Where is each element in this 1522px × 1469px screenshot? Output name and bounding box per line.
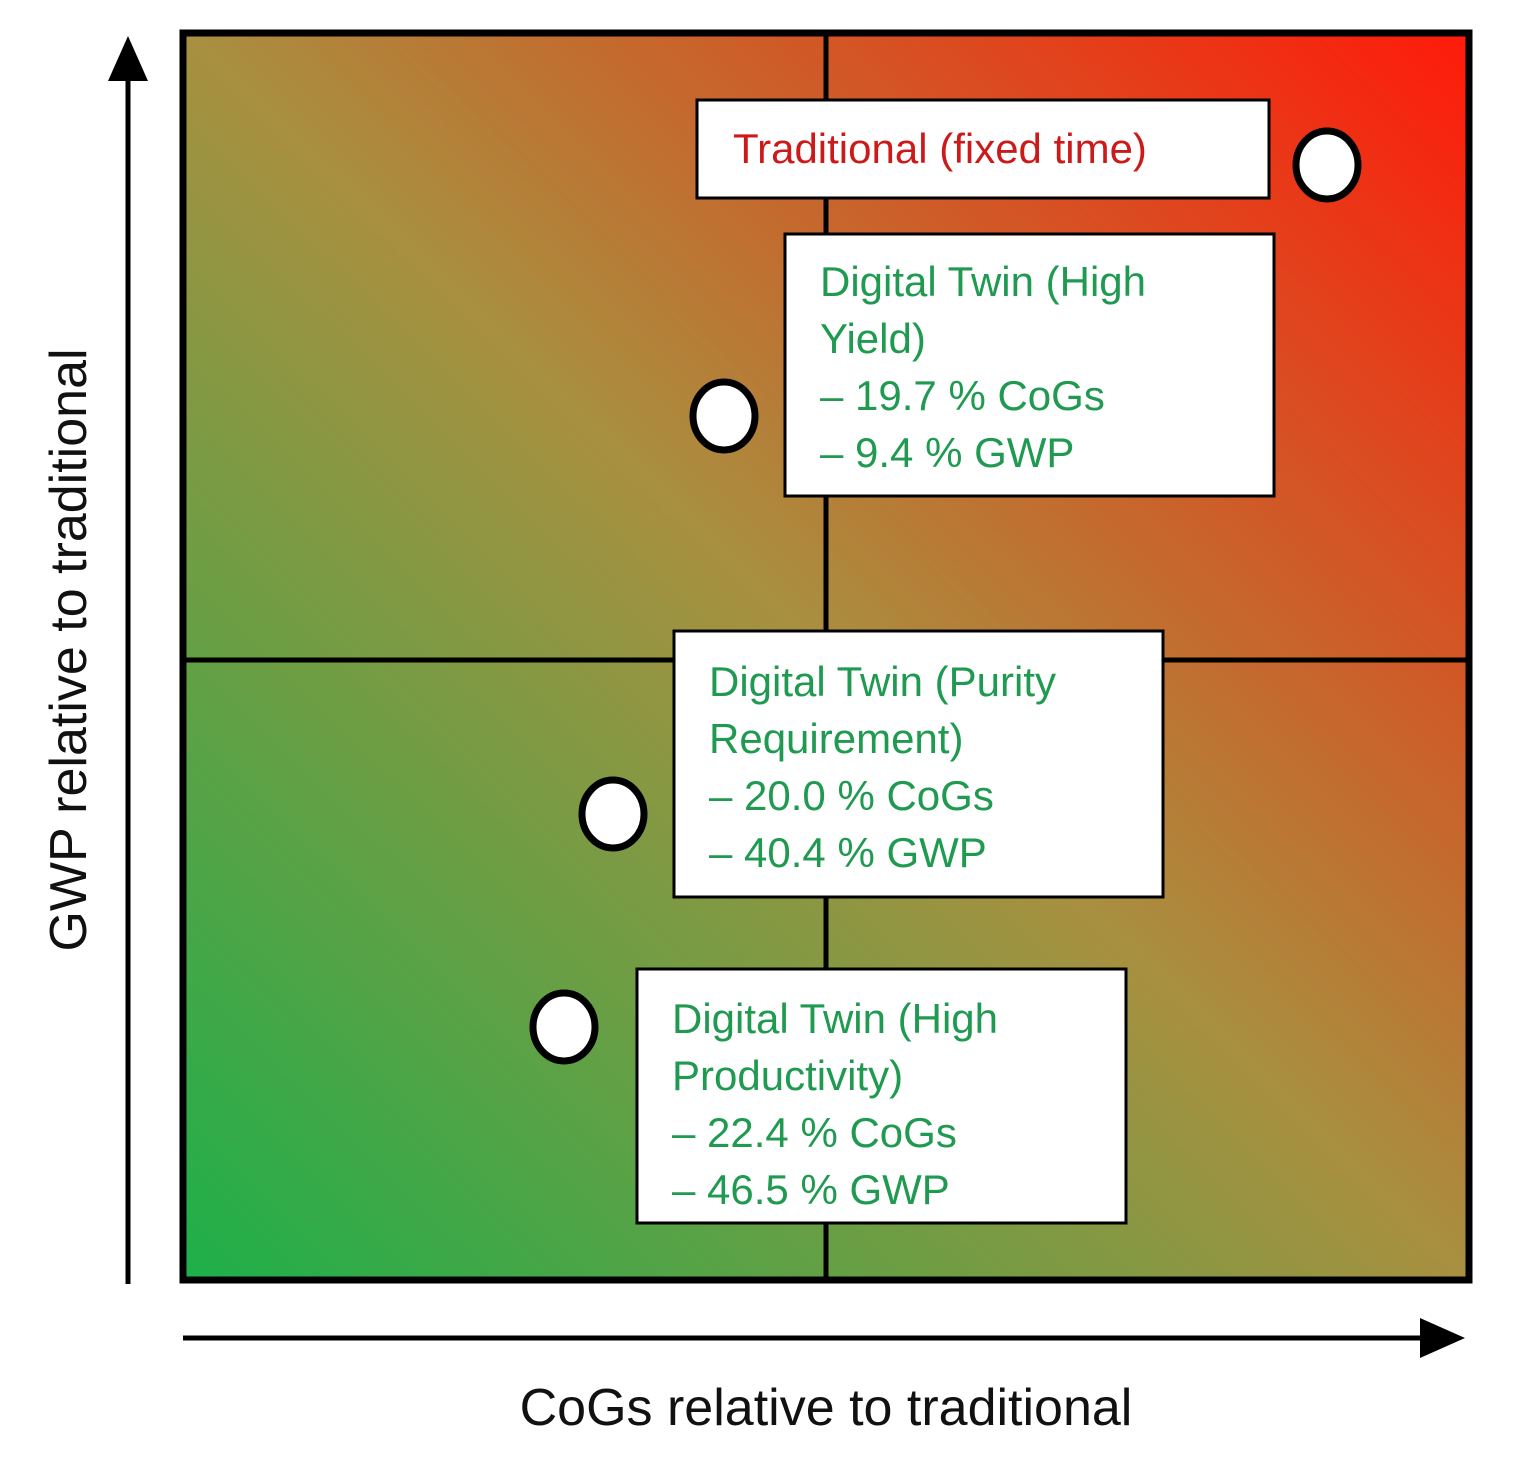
data-point-marker	[1292, 127, 1362, 203]
data-points: Traditional (fixed time) Digital Twin (Hi…	[529, 98, 1362, 1225]
point-label-line: Productivity)	[672, 1052, 903, 1099]
point-label-box	[672, 629, 1165, 899]
point-label-box	[695, 98, 1271, 200]
point-label-line: Digital Twin (Purity	[709, 658, 1056, 705]
point-label-box	[783, 232, 1276, 498]
data-point-group: Digital Twin (High Yield) – 19.7 % CoGs – 9…	[689, 232, 1276, 498]
point-label-line: – 22.4 % CoGs	[672, 1109, 957, 1156]
data-point-group: Digital Twin (High Productivity) – 22.4 % …	[529, 967, 1128, 1225]
data-point-marker	[689, 378, 759, 454]
data-point-group: Traditional (fixed time)	[695, 98, 1362, 203]
point-label-line: – 20.0 % CoGs	[709, 772, 994, 819]
point-label-box	[635, 967, 1128, 1225]
plot-border	[179, 29, 1473, 1284]
data-point-marker	[578, 776, 648, 852]
point-label-line: – 9.4 % GWP	[820, 429, 1074, 476]
data-point-marker	[529, 989, 599, 1065]
point-label-line: – 46.5 % GWP	[672, 1166, 950, 1213]
point-label-line: – 19.7 % CoGs	[820, 372, 1105, 419]
point-label-line: Digital Twin (High	[820, 258, 1146, 305]
point-label-line: Traditional (fixed time)	[733, 125, 1147, 172]
point-label-line: – 40.4 % GWP	[709, 829, 987, 876]
x-axis-label: CoGs relative to traditional	[520, 1379, 1133, 1437]
point-label-line: Requirement)	[709, 715, 963, 762]
point-label-line: Digital Twin (High	[672, 995, 998, 1042]
data-point-group: Digital Twin (Purity Requirement) – 20.0 %…	[578, 629, 1165, 899]
point-label-line: Yield)	[820, 315, 926, 362]
y-axis-label: GWP relative to traditional	[40, 348, 98, 951]
